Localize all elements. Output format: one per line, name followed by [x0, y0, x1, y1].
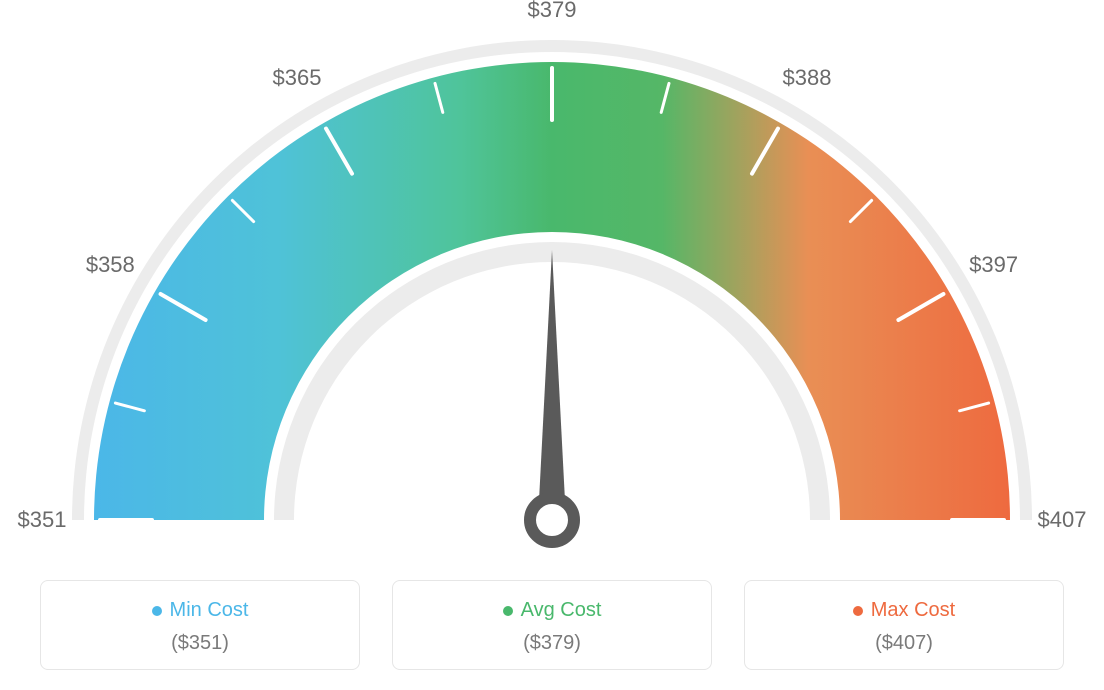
legend-value-max: ($407)	[755, 632, 1053, 655]
legend-card-min: Min Cost ($351)	[40, 580, 360, 670]
gauge-tick-label: $407	[1038, 507, 1087, 533]
legend-dot-max	[853, 606, 863, 616]
legend-title-avg-text: Avg Cost	[521, 599, 602, 622]
legend-card-max: Max Cost ($407)	[744, 580, 1064, 670]
gauge-tick-label: $365	[273, 65, 322, 91]
legend-title-max: Max Cost	[853, 599, 955, 622]
legend-title-max-text: Max Cost	[871, 599, 955, 622]
legend-value-avg: ($379)	[403, 632, 701, 655]
gauge-tick-label: $351	[18, 507, 67, 533]
legend-card-avg: Avg Cost ($379)	[392, 580, 712, 670]
gauge-tick-label: $379	[528, 0, 577, 23]
gauge-tick-label: $388	[783, 65, 832, 91]
gauge-tick-label: $358	[86, 252, 135, 278]
legend-title-min: Min Cost	[152, 599, 249, 622]
gauge-tick-label: $397	[969, 252, 1018, 278]
legend-title-min-text: Min Cost	[170, 599, 249, 622]
legend-row: Min Cost ($351) Avg Cost ($379) Max Cost…	[0, 580, 1104, 670]
legend-value-min: ($351)	[51, 632, 349, 655]
legend-title-avg: Avg Cost	[503, 599, 602, 622]
gauge-svg	[0, 0, 1104, 560]
legend-dot-avg	[503, 606, 513, 616]
legend-dot-min	[152, 606, 162, 616]
gauge-chart: $351 $358 $365 $379 $388 $397 $407	[0, 0, 1104, 560]
